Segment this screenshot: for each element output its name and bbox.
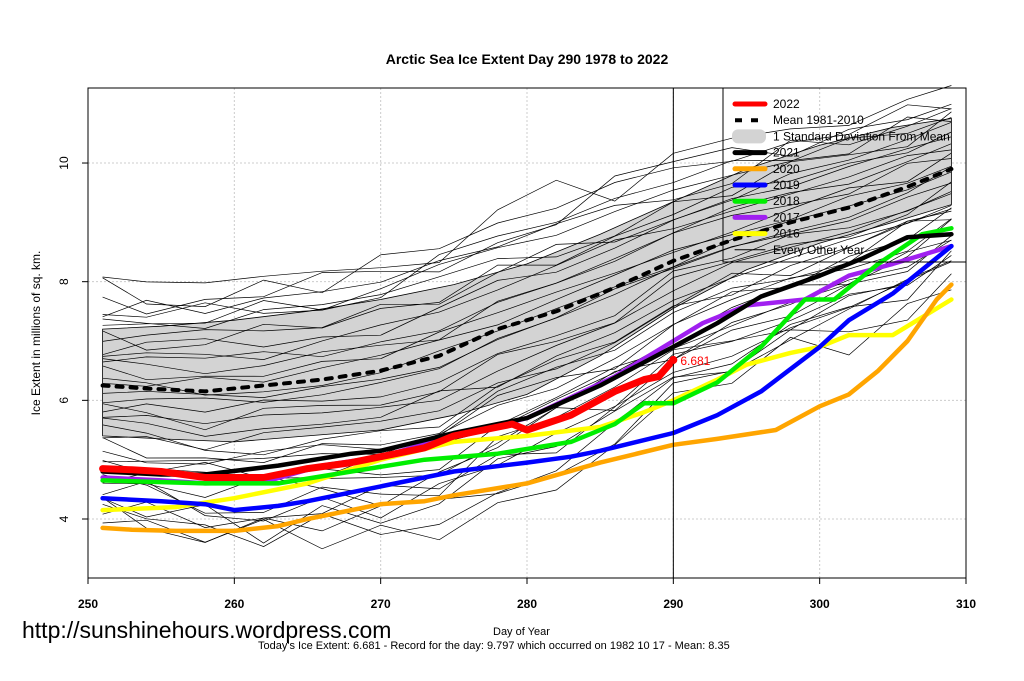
y-tick-label: 6 [57, 397, 71, 404]
other-year-line [102, 111, 952, 329]
x-tick-label: 260 [224, 597, 244, 611]
other-year-line [102, 182, 952, 404]
other-year-line [102, 255, 952, 528]
y-axis: 4 6 8 10 [57, 156, 88, 522]
mean-line [100, 167, 954, 394]
other-year-line [102, 208, 952, 456]
other-year-line [102, 117, 952, 326]
watermark-url[interactable]: http://sunshinehours.wordpress.com [22, 617, 392, 643]
other-year-line [102, 149, 952, 360]
legend-label: 2019 [773, 178, 800, 192]
other-year-line [102, 131, 952, 351]
y-tick-label: 8 [57, 278, 71, 285]
x-tick-label: 270 [371, 597, 391, 611]
series-line-2020 [100, 282, 954, 534]
legend-label: 2021 [773, 146, 800, 160]
series-line-2018 [100, 226, 954, 486]
x-tick-label: 310 [956, 597, 976, 611]
other-year-line [102, 152, 952, 381]
y-axis-label: Ice Extent in millions of sq. km. [29, 251, 43, 416]
other-year-line [102, 136, 952, 356]
other-year-line [102, 85, 952, 284]
legend-label: Mean 1981-2010 [773, 113, 864, 127]
other-year-line [102, 207, 952, 465]
other-year-line [102, 116, 952, 318]
y-tick-label: 4 [57, 515, 71, 522]
annotation: 6.681 [669, 88, 711, 578]
legend-label: 2018 [773, 194, 800, 208]
series-line-2019 [100, 243, 954, 513]
legend-label: 2017 [773, 210, 800, 224]
x-axis-label: Day of Year [493, 626, 550, 638]
x-tick-label: 290 [663, 597, 683, 611]
other-year-line [102, 121, 952, 342]
other-years-lines [102, 85, 952, 550]
legend-label: 2022 [773, 97, 800, 111]
other-year-line [102, 158, 952, 375]
legend-label: Every Other Year [773, 243, 864, 257]
series-line-2016 [100, 297, 954, 513]
current-value-point [669, 355, 678, 364]
mean-1981-2010-line [100, 167, 954, 394]
legend-label: 1 Standard Deviation From Mean [773, 129, 950, 143]
other-year-line [102, 143, 952, 363]
legend-box [722, 87, 967, 263]
legend: 2022 Mean 1981-2010 1 Standard Deviation F… [722, 87, 967, 263]
current-value-label: 6.681 [680, 354, 710, 368]
legend-swatch [732, 129, 766, 144]
other-year-line [102, 181, 952, 431]
x-tick-label: 250 [78, 597, 98, 611]
other-year-line [102, 219, 952, 463]
x-tick-label: 280 [517, 597, 537, 611]
x-axis: 250 260 270 280 290 300 310 [78, 578, 976, 611]
series-lines [99, 226, 954, 534]
y-tick-label: 10 [57, 156, 71, 170]
footer-stats: Today's Ice Extent: 6.681 - Record for t… [258, 640, 730, 652]
other-year-line [102, 165, 952, 387]
series-line-2022 [99, 356, 677, 481]
other-year-line [102, 260, 952, 544]
x-tick-label: 300 [810, 597, 830, 611]
other-year-line [102, 205, 952, 437]
other-year-line [102, 104, 952, 307]
series-line-2021 [100, 231, 954, 477]
legend-label: 2016 [773, 227, 800, 241]
other-year-line [102, 103, 952, 315]
chart-title: Arctic Sea Ice Extent Day 290 1978 to 20… [386, 51, 669, 67]
other-year-line [102, 191, 952, 413]
other-year-line [102, 166, 952, 398]
legend-label: 2020 [773, 162, 800, 176]
